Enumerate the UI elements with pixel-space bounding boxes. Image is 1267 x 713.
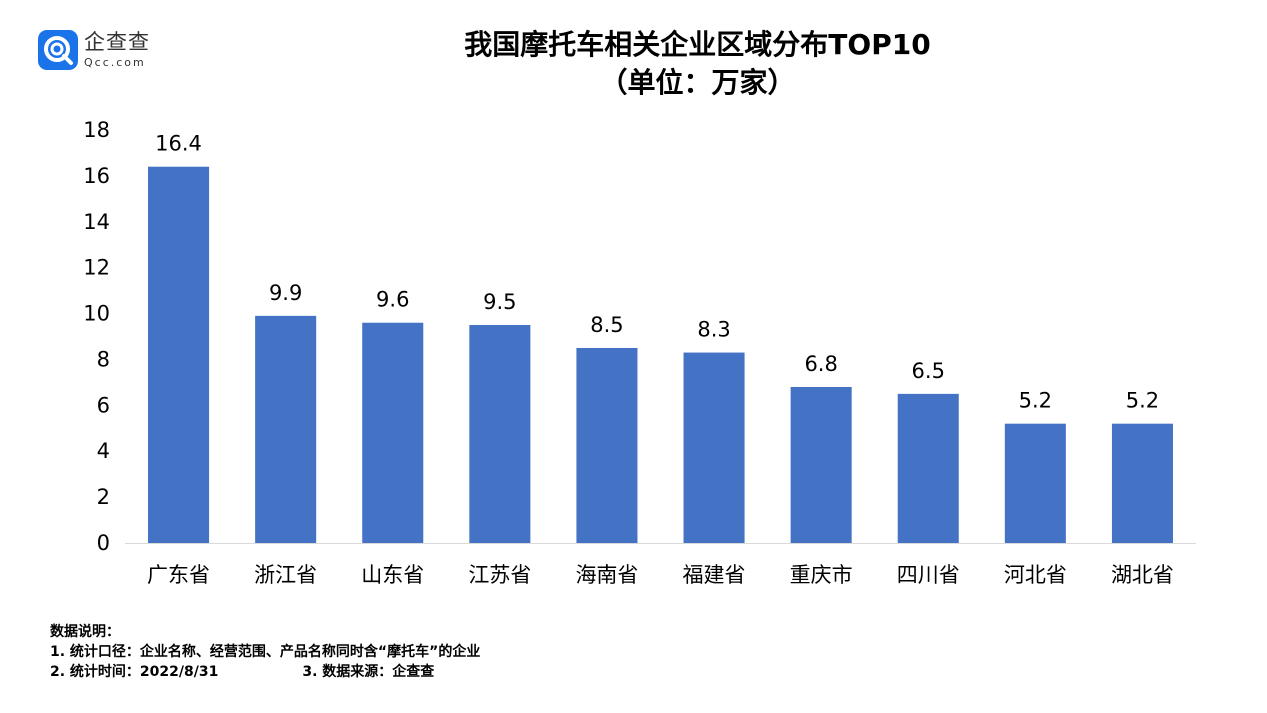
data-label: 16.4 — [155, 132, 202, 156]
x-tick-label: 湖北省 — [1111, 563, 1174, 587]
data-label: 9.9 — [269, 281, 302, 305]
chart-subtitle: （单位：万家） — [599, 66, 796, 99]
notes-source: 3. 数据来源：企查查 — [302, 664, 435, 680]
x-tick-label: 浙江省 — [254, 563, 317, 587]
bar — [897, 393, 959, 543]
x-tick-label: 广东省 — [147, 563, 210, 587]
data-label: 5.2 — [1019, 389, 1052, 413]
bar — [790, 386, 852, 543]
x-tick-label: 山东省 — [361, 563, 424, 587]
y-tick-label: 18 — [83, 118, 110, 142]
bar — [576, 347, 638, 543]
y-tick-label: 10 — [83, 302, 110, 326]
logo-name-cn: 企查查 — [84, 30, 150, 54]
x-tick-label: 重庆市 — [790, 563, 853, 587]
y-tick-label: 2 — [97, 485, 110, 509]
y-tick-label: 6 — [97, 393, 110, 417]
data-notes: 数据说明： 1. 统计口径：企业名称、经营范围、产品名称同时含“摩托车”的企业 … — [50, 622, 480, 682]
notes-line-1: 1. 统计口径：企业名称、经营范围、产品名称同时含“摩托车”的企业 — [50, 644, 481, 660]
qcc-logo: 企查查 Qcc.com — [38, 30, 150, 70]
y-tick-label: 12 — [83, 256, 110, 280]
chart-title-block: 我国摩托车相关企业区域分布TOP10 （单位：万家） — [0, 26, 1267, 102]
y-tick-label: 4 — [97, 439, 110, 463]
notes-stat-date: 2. 统计时间：2022/8/31 — [50, 664, 219, 680]
notes-heading: 数据说明： — [50, 624, 120, 640]
bar — [1111, 423, 1173, 543]
bar — [362, 322, 424, 543]
chart-title: 我国摩托车相关企业区域分布TOP10 — [464, 28, 931, 61]
y-tick-label: 14 — [83, 210, 110, 234]
bar — [148, 166, 210, 543]
y-tick-label: 8 — [97, 347, 110, 371]
data-label: 8.5 — [590, 313, 623, 337]
data-label: 6.5 — [912, 359, 945, 383]
data-label: 6.8 — [804, 352, 837, 376]
data-label: 8.3 — [697, 318, 730, 342]
x-tick-label: 江苏省 — [468, 563, 531, 587]
bar — [469, 325, 531, 543]
data-label: 9.5 — [483, 290, 516, 314]
bar — [1004, 423, 1066, 543]
y-tick-label: 16 — [83, 164, 110, 188]
x-tick-label: 海南省 — [575, 563, 638, 587]
x-tick-label: 四川省 — [897, 563, 960, 587]
data-label: 9.6 — [376, 288, 409, 312]
bar — [255, 315, 317, 543]
qcc-logo-icon — [38, 30, 78, 70]
bar — [683, 352, 745, 543]
x-tick-label: 福建省 — [683, 563, 746, 587]
y-tick-label: 0 — [97, 531, 110, 555]
data-label: 5.2 — [1126, 389, 1159, 413]
notes-line-2: 2. 统计时间：2022/8/31 3. 数据来源：企查查 — [50, 662, 480, 682]
x-tick-label: 河北省 — [1004, 563, 1067, 587]
logo-name-en: Qcc.com — [84, 56, 146, 69]
